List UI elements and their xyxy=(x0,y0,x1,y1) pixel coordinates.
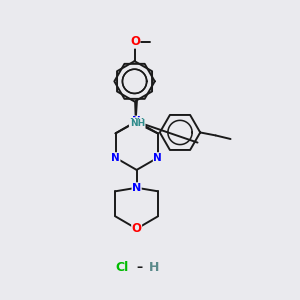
Text: N: N xyxy=(132,183,141,193)
Text: O: O xyxy=(132,222,142,235)
Text: Cl: Cl xyxy=(115,261,128,274)
Text: O: O xyxy=(130,35,140,48)
Text: NH: NH xyxy=(130,119,145,128)
Text: N: N xyxy=(132,116,141,126)
Text: H: H xyxy=(149,261,160,274)
Text: –: – xyxy=(136,261,143,274)
Text: N: N xyxy=(111,153,120,163)
Text: N: N xyxy=(153,153,162,163)
Text: NH: NH xyxy=(129,118,145,127)
